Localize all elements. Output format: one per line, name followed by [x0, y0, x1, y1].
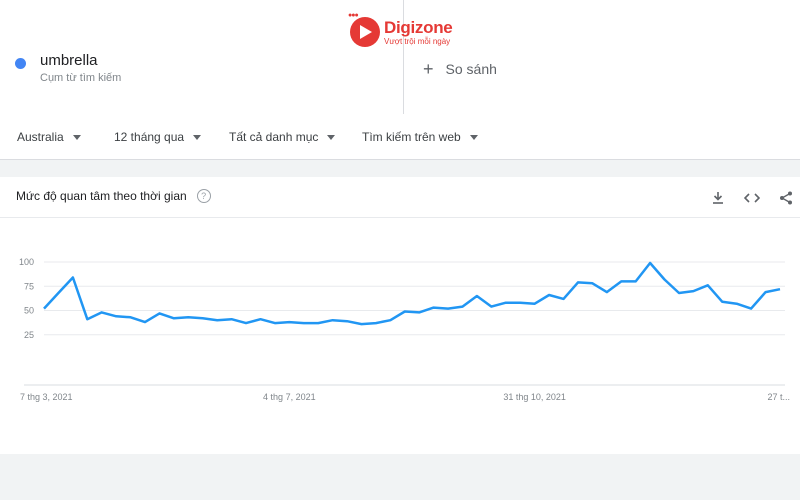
digizone-logo: ●●● Digizone Vượt trội mỗi ngày — [348, 12, 453, 52]
search-type-label: Tìm kiếm trên web — [362, 130, 461, 144]
y-tick-label: 75 — [24, 281, 34, 291]
region-label: Australia — [17, 130, 64, 144]
search-type-dropdown[interactable]: Tìm kiếm trên web — [362, 130, 478, 144]
search-term-card[interactable]: umbrella Cụm từ tìm kiếm — [0, 0, 404, 114]
compare-label: So sánh — [445, 61, 497, 77]
region-dropdown[interactable]: Australia — [17, 130, 81, 144]
chart-title-text: Mức độ quan tâm theo thời gian — [16, 189, 187, 203]
help-icon[interactable]: ? — [196, 189, 211, 203]
share-icon[interactable] — [772, 187, 800, 209]
series-line-umbrella — [43, 261, 781, 326]
download-icon[interactable] — [704, 187, 732, 209]
logo-tagline: Vượt trội mỗi ngày — [384, 36, 451, 46]
chevron-down-icon — [327, 134, 336, 140]
category-dropdown[interactable]: Tất cả danh mục — [229, 130, 336, 144]
interest-over-time-card: Mức độ quan tâm theo thời gian ? 25 50 75 1… — [0, 177, 800, 454]
x-tick-label: 31 thg 10, 2021 — [503, 392, 566, 402]
logo-name: Digizone — [384, 17, 453, 37]
y-tick-label: 50 — [24, 306, 34, 316]
period-label: 12 tháng qua — [114, 130, 185, 144]
x-tick-label: 7 thg 3, 2021 — [20, 392, 73, 402]
search-term-type: Cụm từ tìm kiếm — [40, 72, 122, 84]
chevron-down-icon — [193, 134, 202, 140]
filter-bar: Australia 12 tháng qua Tất cả danh mục T… — [0, 114, 800, 160]
y-tick-label: 25 — [24, 330, 34, 340]
category-label: Tất cả danh mục — [229, 130, 319, 144]
plus-icon: + — [423, 59, 434, 79]
chart-toolbar — [704, 187, 800, 209]
chevron-down-icon — [72, 134, 81, 140]
period-dropdown[interactable]: 12 tháng qua — [114, 130, 202, 144]
search-term-name[interactable]: umbrella — [40, 52, 98, 69]
chevron-down-icon — [469, 134, 478, 140]
x-tick-label: 4 thg 7, 2021 — [263, 392, 316, 402]
y-tick-label: 100 — [19, 257, 34, 267]
x-tick-label: 27 t... — [767, 392, 790, 402]
header-divider — [0, 217, 800, 218]
chart-title: Mức độ quan tâm theo thời gian ? — [16, 189, 211, 203]
interest-line-chart: 25 50 75 100 7 thg 3, 2021 4 thg 7, 2021 31 th… — [19, 257, 790, 402]
logo-play-icon: ●●● — [348, 12, 380, 47]
explore-header: umbrella Cụm từ tìm kiếm + So sánh ●●● D… — [0, 0, 800, 115]
embed-icon[interactable] — [738, 187, 766, 209]
series-color-dot — [15, 58, 26, 69]
compare-button[interactable]: + So sánh — [423, 59, 497, 79]
